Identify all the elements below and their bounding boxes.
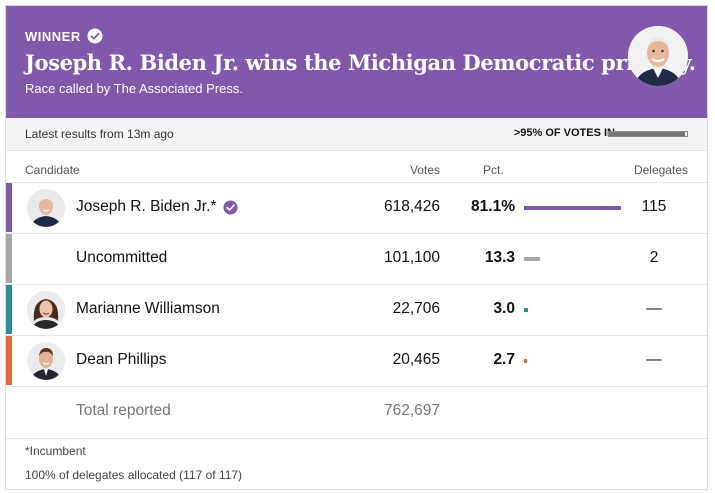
table-header: Candidate Votes Pct. Delegates bbox=[6, 159, 707, 181]
incumbent-note: *Incumbent bbox=[25, 444, 86, 458]
candidate-votes: 20,465 bbox=[392, 351, 440, 368]
avatar bbox=[27, 342, 65, 380]
candidate-name-text: Marianne Williamson bbox=[76, 300, 220, 317]
candidate-name: Dean Phillips bbox=[76, 351, 166, 369]
total-reported-label: Total reported bbox=[76, 402, 171, 419]
footer-notes: *Incumbent 100% of delegates allocated (… bbox=[6, 438, 707, 482]
check-badge-icon bbox=[87, 28, 103, 44]
candidate-pct: 13.3 bbox=[484, 249, 515, 266]
pct-bar bbox=[524, 359, 528, 363]
candidate-delegates: — bbox=[646, 351, 662, 368]
avatar bbox=[27, 189, 65, 227]
pct-bar bbox=[524, 308, 528, 312]
pct-bar-track bbox=[524, 308, 624, 313]
votes-in-label: >95% OF VOTES IN bbox=[513, 127, 615, 139]
candidate-name-text: Dean Phillips bbox=[76, 351, 167, 368]
candidate-name-text: Joseph R. Biden Jr.* bbox=[76, 198, 217, 215]
candidate-color-stripe bbox=[6, 336, 12, 385]
candidate-votes: 22,706 bbox=[392, 300, 440, 317]
headline: Joseph R. Biden Jr. wins the Michigan De… bbox=[25, 50, 696, 75]
candidate-votes: 618,426 bbox=[383, 198, 440, 215]
total-row: Total reported 762,697 bbox=[6, 386, 707, 436]
candidate-color-stripe bbox=[6, 285, 12, 334]
phillips-avatar-icon bbox=[27, 342, 65, 380]
winner-label: WINNER bbox=[25, 28, 81, 44]
avatar bbox=[27, 291, 65, 329]
pct-bar-track bbox=[524, 257, 624, 262]
candidate-pct: 3.0 bbox=[493, 300, 515, 317]
header-pct: Pct. bbox=[483, 163, 504, 177]
candidate-color-stripe bbox=[6, 234, 12, 283]
candidate-name: Joseph R. Biden Jr.* bbox=[76, 198, 238, 216]
williamson-avatar-icon bbox=[27, 291, 65, 329]
candidate-color-stripe bbox=[6, 183, 12, 232]
table-row: Dean Phillips 20,465 2.7 — bbox=[6, 335, 707, 385]
table-row: Uncommitted 101,100 13.3 2 bbox=[6, 233, 707, 283]
candidate-votes: 101,100 bbox=[383, 249, 440, 266]
pct-bar bbox=[524, 206, 622, 210]
delegates-allocated-note: 100% of delegates allocated (117 of 117) bbox=[25, 468, 243, 482]
winner-row: WINNER bbox=[25, 28, 103, 44]
total-reported-votes: 762,697 bbox=[383, 402, 440, 419]
pct-bar-track bbox=[524, 359, 624, 364]
candidate-name-text: Uncommitted bbox=[76, 249, 168, 266]
biden-portrait-icon bbox=[628, 26, 688, 86]
candidate-pct: 2.7 bbox=[493, 351, 515, 368]
candidate-delegates: 115 bbox=[641, 198, 667, 215]
latest-results-time: Latest results from 13m ago bbox=[25, 127, 174, 141]
pct-bar-track bbox=[524, 206, 624, 211]
race-called-note: Race called by The Associated Press. bbox=[25, 81, 243, 96]
pct-bar bbox=[524, 257, 540, 261]
winner-banner: WINNER Joseph R. Biden Jr. wins the Mich… bbox=[6, 6, 707, 118]
candidate-name: Uncommitted bbox=[76, 249, 167, 267]
candidate-pct: 81.1% bbox=[471, 198, 515, 215]
biden-avatar-icon bbox=[27, 189, 65, 227]
header-candidate: Candidate bbox=[25, 163, 80, 177]
header-votes: Votes bbox=[409, 163, 440, 177]
votes-in-progress-fill bbox=[609, 132, 685, 136]
winner-check-icon bbox=[223, 199, 238, 215]
candidate-delegates: — bbox=[646, 300, 662, 317]
candidate-delegates: 2 bbox=[649, 249, 659, 266]
candidate-name: Marianne Williamson bbox=[76, 300, 220, 318]
header-delegates: Delegates bbox=[633, 163, 688, 177]
results-card: WINNER Joseph R. Biden Jr. wins the Mich… bbox=[5, 5, 708, 490]
votes-in-progress-bar bbox=[608, 131, 688, 137]
biden-photo bbox=[628, 26, 688, 86]
table-row: Joseph R. Biden Jr.* 618,426 81.1% 115 bbox=[6, 182, 707, 232]
table-row: Marianne Williamson 22,706 3.0 — bbox=[6, 284, 707, 334]
status-bar: Latest results from 13m ago >95% OF VOTE… bbox=[6, 118, 707, 151]
